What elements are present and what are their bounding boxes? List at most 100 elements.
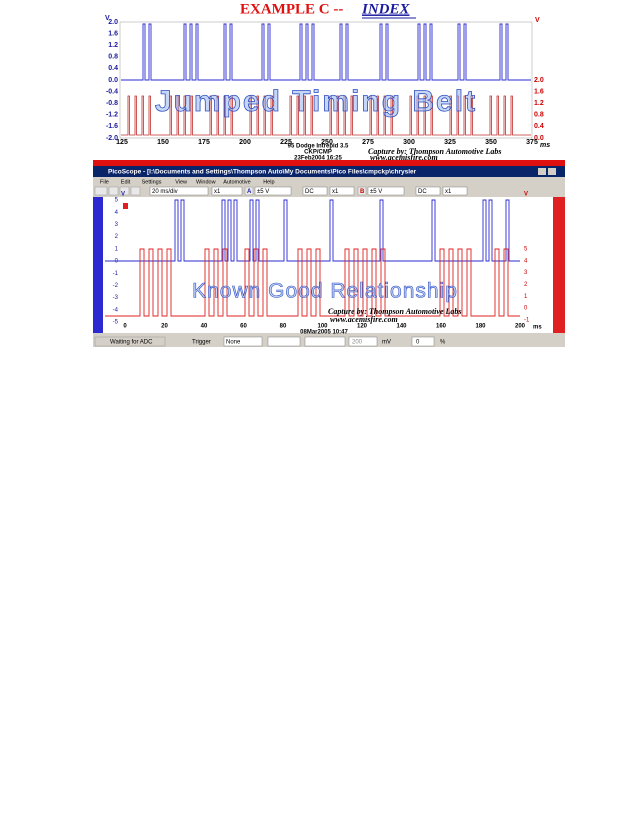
status-bar: Waiting for ADC Trigger None 200 mV 0 % [94, 336, 446, 347]
tool-button[interactable] [94, 186, 108, 196]
y2-tick-label: 0 [524, 306, 528, 312]
signal: CKP/CMP [304, 150, 332, 156]
plot2-traces [105, 199, 520, 317]
vehicle: 95 Dodge Intrepid 3.5 [288, 144, 349, 150]
x-tick-label: 300 [403, 139, 415, 146]
menu-item[interactable]: Settings [142, 179, 162, 185]
menu-item[interactable]: Automotive [223, 179, 251, 185]
index-link[interactable]: INDEX [361, 1, 411, 17]
dropdown[interactable] [329, 186, 355, 196]
unit: V [535, 17, 540, 24]
input-box[interactable] [348, 336, 378, 347]
y-tick-label: -0.4 [106, 88, 118, 95]
delay-unit: % [440, 340, 446, 346]
unit: V [121, 192, 125, 198]
y-tick-label: 0.0 [108, 77, 118, 84]
input-box[interactable] [411, 336, 435, 347]
y2-tick-label: 1 [524, 294, 528, 300]
date: 23Feb2004 16:25 [294, 156, 342, 162]
dropdown[interactable] [442, 186, 468, 196]
y-tick-label: 2.0 [108, 19, 118, 26]
trigger-level: 200 [352, 340, 363, 346]
y2-tick-label: 4 [524, 258, 528, 264]
y2-tick-label: 1.6 [534, 88, 544, 95]
x-tick-label: 100 [317, 324, 328, 330]
x-tick-label: 200 [239, 139, 251, 146]
x-tick-label: 120 [357, 324, 368, 330]
x-tick-label: 350 [485, 139, 497, 146]
zoom: x1 [214, 189, 221, 195]
x-tick-label: 250 [321, 139, 333, 146]
capture: Capture by: Thompson Automotive Labs [368, 147, 502, 156]
dropdown[interactable] [367, 186, 405, 196]
y2-tick-label: -1 [524, 317, 530, 323]
trace-b [121, 95, 531, 136]
y2-tick-label: 2 [524, 282, 528, 288]
trigger-marker [123, 203, 128, 209]
y2-tick-label: 0.4 [534, 123, 544, 130]
watermark: Known Good Relationship [192, 280, 458, 303]
website: www.acemisfire.com [370, 153, 438, 162]
menu-item[interactable]: Help [263, 179, 274, 185]
y-tick-label: 1.2 [108, 42, 118, 49]
y2-tick-label: 0.0 [534, 135, 544, 142]
x-tick-label: 20 [161, 324, 168, 330]
trigger-mode: None [226, 340, 241, 346]
channel-b: B [360, 189, 365, 195]
dropdown[interactable] [211, 186, 243, 196]
input-box[interactable] [267, 336, 301, 347]
dropdown[interactable] [149, 186, 209, 196]
channel-button[interactable] [244, 186, 254, 196]
input-box[interactable] [304, 336, 346, 347]
x-tick-label: 125 [116, 139, 128, 146]
capture: Capture by: Thompson Automotive Labs [328, 307, 462, 316]
close-button[interactable] [548, 168, 556, 175]
channel-button[interactable] [357, 186, 367, 196]
trace-a [105, 199, 520, 262]
tool-button[interactable] [108, 186, 119, 196]
dropdown[interactable] [415, 186, 441, 196]
x-tick-label: 40 [201, 324, 208, 330]
menu-item[interactable]: Window [196, 179, 216, 185]
dropdown[interactable] [254, 186, 292, 196]
dropdown[interactable] [223, 336, 263, 347]
menu-item[interactable]: Edit [121, 179, 131, 185]
y-tick-label: -1 [113, 271, 119, 277]
x-tick-label: 140 [396, 324, 407, 330]
x-tick-label: 160 [436, 324, 447, 330]
x-tick-label: 225 [280, 139, 292, 146]
tool-button[interactable] [130, 186, 141, 196]
toolbar: 20 ms/div x1 A ±5 V DC x1 B ±5 V DC x1 [94, 186, 468, 196]
mult-a: x1 [332, 189, 339, 195]
dropdown[interactable] [302, 186, 328, 196]
coupling-b: DC [418, 189, 427, 195]
menu-item[interactable]: View [175, 179, 187, 185]
x-tick-label: 150 [157, 139, 169, 146]
y-tick-label: 5 [115, 198, 119, 204]
trace-b [105, 248, 520, 317]
channel-b-strip [553, 197, 565, 333]
y-tick-label: -2 [113, 283, 119, 289]
unit: ms [540, 142, 550, 149]
tool-button[interactable] [119, 186, 130, 196]
title-bar [93, 166, 565, 177]
watermark: Jumped Timing Belt [155, 85, 477, 118]
x-tick-label: 375 [526, 139, 538, 146]
status: Waiting for ADC [110, 340, 153, 346]
channel-a-strip [93, 197, 103, 333]
minimize-button[interactable] [538, 168, 546, 175]
menu-item[interactable]: File [100, 179, 109, 185]
y-tick-label: 4 [115, 210, 119, 216]
y-tick-label: 0 [115, 259, 119, 265]
x-tick-label: 200 [515, 324, 526, 330]
y-tick-label: -5 [113, 320, 119, 326]
x-tick-label: 0 [123, 324, 127, 330]
channel-a: A [247, 189, 252, 195]
y-tick-label: 1.6 [108, 30, 118, 37]
trace-a [121, 23, 531, 81]
x-tick-label: 325 [444, 139, 456, 146]
x-tick-label: 180 [475, 324, 486, 330]
y-tick-label: 1 [115, 246, 119, 252]
